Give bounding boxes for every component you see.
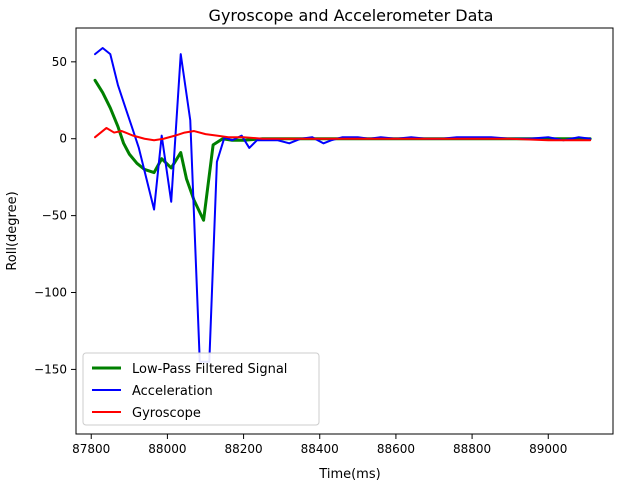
- legend: Low-Pass Filtered Signal Acceleration Gyro…: [82, 352, 320, 426]
- x-axis: 87800 88000 88200 88400 88600 88800 89000: [72, 434, 567, 456]
- x-axis-label: Time(ms): [318, 467, 380, 482]
- y-axis-label: Roll(degree): [5, 191, 20, 270]
- series-line-3: [94, 126, 592, 142]
- x-tick-label-5: 88600: [377, 442, 415, 456]
- y-tick-label-2: 0: [59, 132, 67, 146]
- y-tick-label-4: −100: [34, 286, 67, 300]
- legend-items: Low-Pass Filtered Signal Acceleration Gyro…: [92, 362, 287, 421]
- chart-title: Gyroscope and Accelerometer Data: [209, 6, 494, 25]
- legend-label-3: Gyroscope: [132, 406, 201, 421]
- legend-label-2: Acceleration: [132, 384, 213, 399]
- legend-box: [82, 352, 320, 426]
- x-tick-label-2: 88000: [148, 442, 186, 456]
- series-line-2: [94, 46, 592, 363]
- x-tick-label-4: 88400: [301, 442, 339, 456]
- x-tick-label-6: 88800: [453, 442, 491, 456]
- y-tick-label-5: −150: [34, 362, 67, 376]
- y-tick-label-1: 50: [52, 55, 67, 69]
- series-layer: [93, 46, 592, 363]
- y-tick-label-3: −50: [42, 209, 67, 223]
- x-tick-label-3: 88200: [224, 442, 262, 456]
- legend-label-1: Low-Pass Filtered Signal: [132, 362, 287, 377]
- y-axis: 50 0 −50 −100 −150: [34, 55, 76, 376]
- x-tick-label-1: 87800: [72, 442, 110, 456]
- x-tick-label-7: 89000: [529, 442, 567, 456]
